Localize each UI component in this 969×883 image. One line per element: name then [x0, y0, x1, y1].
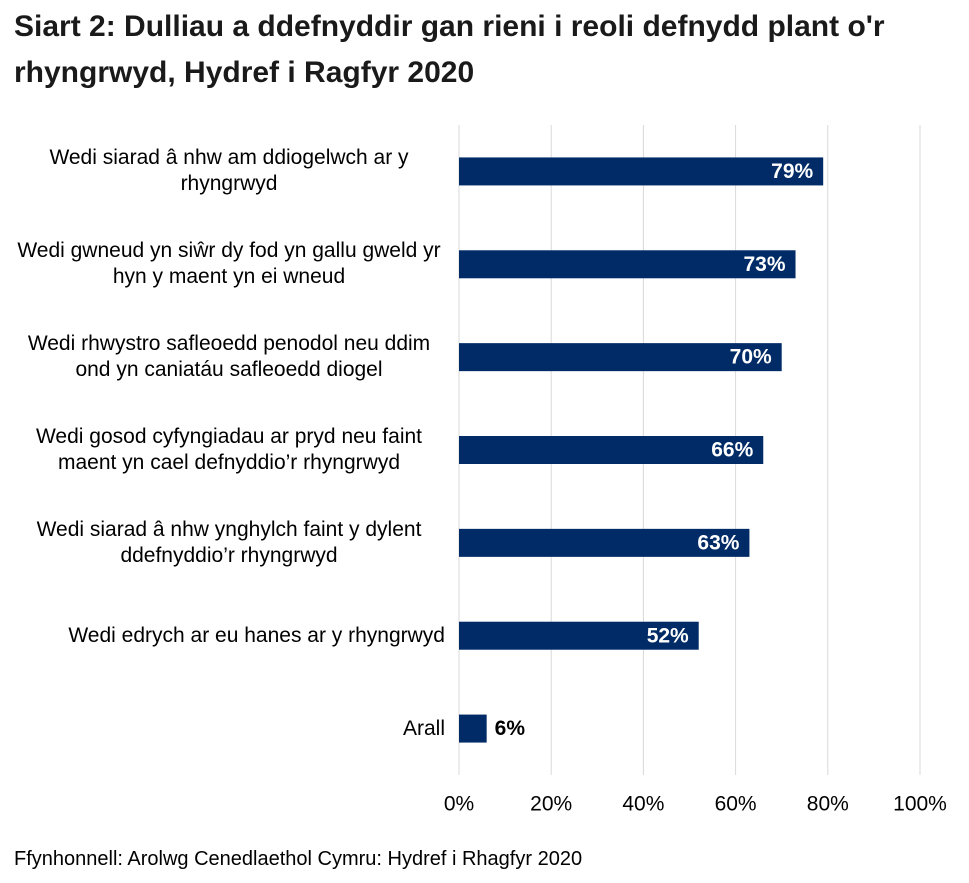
y-tick-label: Wedi gosod cyfyngiadau ar pryd neu faint… [35, 425, 423, 474]
value-label: 6% [495, 717, 526, 740]
source-note: Ffynhonnell: Arolwg Cenedlaethol Cymru: … [14, 848, 583, 870]
y-tick-label: Wedi edrych ar eu hanes ar y rhyngrwyd [68, 623, 445, 647]
y-tick-label: Wedi gwneud yn siŵr dy fod yn gallu gwel… [17, 239, 441, 289]
x-tick-label: 40% [622, 793, 664, 816]
y-tick-label: Wedi rhwystro safleoedd penodol neu ddim… [27, 332, 431, 382]
y-tick-label: Arall [402, 716, 445, 740]
category-label-box: Wedi gwneud yn siŵr dy fod yn gallu gwel… [13, 238, 445, 290]
y-tick-label: Wedi siarad â nhw am ddiogelwch ar y rhy… [49, 146, 409, 196]
bar [459, 343, 782, 372]
category-label-box: Wedi edrych ar eu hanes ar y rhyngrwyd [13, 623, 445, 649]
y-tick-label: Wedi siarad â nhw ynghylch faint y dylen… [36, 517, 422, 567]
value-label: 79% [771, 160, 813, 183]
x-tick-label: 0% [444, 793, 474, 816]
x-tick-label: 20% [530, 793, 572, 816]
bar [459, 436, 764, 464]
value-label: 70% [730, 346, 772, 369]
x-tick-label: 80% [807, 793, 849, 816]
x-tick-label: 100% [893, 793, 947, 816]
bar [459, 528, 750, 557]
value-label: 73% [743, 253, 785, 276]
chart-title: Siart 2: Dulliau a ddefnyddir gan rieni … [14, 10, 885, 89]
bar [459, 621, 699, 650]
bar [459, 250, 796, 279]
category-label-box: Arall [13, 716, 445, 742]
bar [459, 157, 824, 186]
value-label: 52% [647, 624, 689, 647]
category-label-box: Wedi gosod cyfyngiadau ar pryd neu faint… [13, 424, 445, 476]
bar [459, 714, 487, 743]
x-tick-label: 60% [715, 793, 757, 816]
category-label-box: Wedi siarad â nhw ynghylch faint y dylen… [13, 517, 445, 569]
category-label-box: Wedi rhwystro safleoedd penodol neu ddim… [13, 331, 445, 383]
value-label: 63% [697, 531, 739, 554]
category-label-box: Wedi siarad â nhw am ddiogelwch ar y rhy… [13, 145, 445, 197]
value-label: 66% [711, 439, 753, 462]
